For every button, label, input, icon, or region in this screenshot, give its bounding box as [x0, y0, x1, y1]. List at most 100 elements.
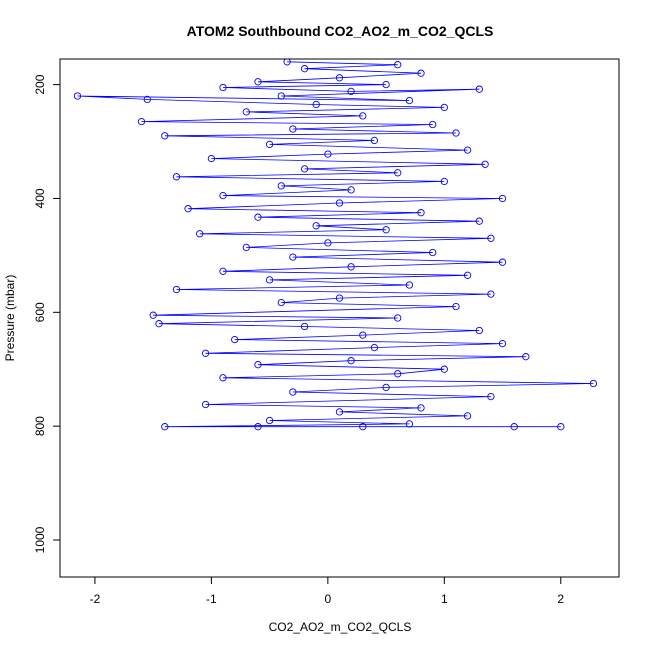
data-point	[265, 140, 274, 149]
x-axis: -2 -1 0 1 2	[90, 576, 564, 606]
data-point	[312, 100, 320, 109]
data-point	[265, 416, 274, 425]
data-point	[335, 408, 344, 416]
data-point	[487, 290, 495, 298]
data-point	[463, 412, 472, 420]
data-point	[481, 160, 489, 168]
data-point	[417, 69, 425, 77]
data-point	[335, 74, 344, 82]
data-point	[155, 320, 163, 328]
data-point	[394, 314, 402, 322]
data-point	[324, 150, 332, 158]
data-point	[300, 165, 309, 173]
data-point	[300, 65, 309, 73]
y-tick-label: 600	[33, 302, 47, 322]
series-line	[77, 61, 594, 428]
data-point	[254, 423, 262, 431]
data-point	[265, 276, 274, 284]
data-point	[522, 353, 530, 361]
data-point	[242, 243, 250, 252]
data-point	[347, 186, 355, 194]
data-point	[382, 80, 390, 89]
data-point	[394, 370, 402, 378]
data-point	[417, 404, 425, 412]
y-tick-label: 1000	[33, 526, 47, 553]
data-point	[394, 61, 402, 69]
data-point	[463, 271, 472, 279]
data-point	[498, 339, 507, 348]
data-point	[254, 361, 262, 369]
data-point	[335, 199, 344, 207]
y-tick-label: 200	[33, 74, 47, 94]
data-point	[405, 420, 414, 428]
data-point	[254, 213, 262, 221]
data-point	[207, 154, 216, 163]
y-axis: 200 400 600 800 1000	[33, 74, 61, 553]
data-point	[277, 92, 285, 100]
data-point	[429, 248, 437, 257]
chart-title: ATOM2 Southbound CO2_AO2_m_CO2_QCLS	[187, 23, 494, 39]
x-tick-label: 2	[557, 592, 564, 606]
data-point	[370, 343, 379, 352]
data-point	[359, 112, 367, 120]
data-point	[219, 191, 227, 200]
x-tick-label: 0	[325, 592, 332, 606]
plot-frame	[59, 58, 620, 578]
data-point	[382, 226, 390, 234]
data-point	[429, 120, 437, 129]
data-point	[149, 311, 157, 319]
data-point	[475, 326, 483, 335]
data-point	[475, 217, 483, 225]
x-tick-label: -2	[90, 592, 101, 606]
data-point	[417, 209, 425, 217]
data-point	[335, 294, 344, 302]
data-point	[289, 388, 297, 396]
data-point	[73, 92, 82, 100]
data-point	[196, 230, 204, 238]
y-tick-label: 400	[33, 188, 47, 208]
y-axis-label: Pressure (mbar)	[3, 275, 17, 362]
series-group	[73, 59, 598, 431]
data-point	[324, 239, 332, 247]
data-point	[231, 335, 239, 344]
data-point	[347, 87, 355, 96]
data-point	[172, 173, 181, 181]
data-point	[219, 374, 227, 382]
data-point	[589, 379, 598, 388]
data-point	[219, 267, 227, 275]
data-point	[289, 125, 297, 133]
data-point	[143, 95, 151, 104]
x-tick-label: -1	[206, 592, 217, 606]
plot-area	[59, 58, 620, 578]
data-point	[347, 357, 355, 365]
data-point	[347, 263, 355, 271]
data-point	[277, 182, 285, 190]
y-tick-label: 800	[33, 416, 47, 436]
data-point	[452, 302, 460, 311]
data-point	[277, 298, 285, 307]
data-point	[498, 194, 507, 203]
data-point	[137, 117, 146, 126]
data-point	[498, 258, 507, 266]
data-point	[161, 132, 169, 140]
data-point	[463, 146, 472, 154]
data-point	[382, 383, 390, 392]
data-point	[440, 177, 448, 186]
data-point	[242, 108, 250, 116]
x-tick-label: 1	[441, 592, 448, 606]
data-point	[161, 423, 169, 431]
data-point	[201, 349, 210, 357]
data-point	[394, 169, 402, 177]
data-point	[184, 205, 192, 213]
data-point	[283, 59, 291, 66]
data-point	[487, 392, 495, 401]
data-point	[219, 83, 227, 92]
data-point	[510, 423, 518, 431]
data-point	[172, 285, 181, 294]
data-point	[254, 78, 262, 86]
data-point	[300, 322, 309, 331]
x-axis-label: CO2_AO2_m_CO2_QCLS	[269, 620, 412, 634]
data-point	[289, 253, 297, 261]
data-point	[475, 85, 483, 93]
data-point	[312, 222, 320, 230]
